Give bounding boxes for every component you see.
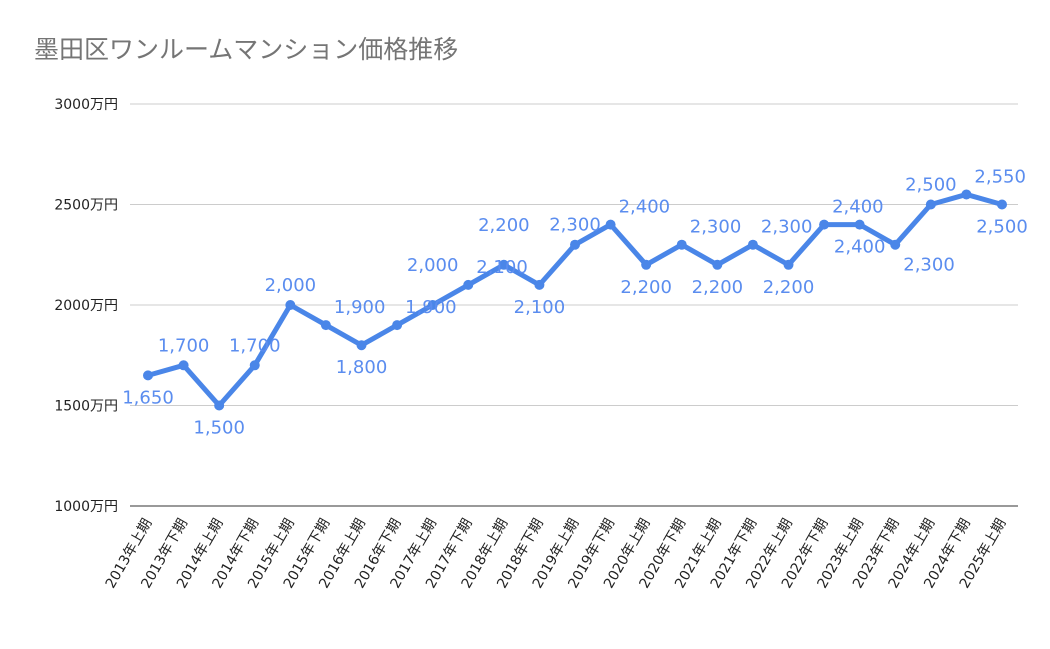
data-point bbox=[463, 279, 474, 290]
data-label: 1,700 bbox=[158, 335, 210, 356]
data-label: 2,100 bbox=[514, 297, 566, 318]
data-label: 2,300 bbox=[690, 217, 742, 238]
data-label: 2,500 bbox=[976, 217, 1028, 238]
data-label: 1,650 bbox=[122, 387, 174, 408]
data-label: 2,100 bbox=[476, 257, 528, 278]
data-point bbox=[320, 320, 331, 331]
data-label: 1,800 bbox=[336, 357, 388, 378]
data-label: 2,200 bbox=[478, 215, 530, 236]
data-point bbox=[356, 340, 367, 351]
data-label: 2,200 bbox=[692, 277, 744, 298]
data-point bbox=[285, 300, 296, 310]
y-tick-label: 3000万円 bbox=[54, 97, 118, 113]
y-tick-label: 2000万円 bbox=[54, 298, 118, 314]
data-point bbox=[392, 320, 403, 331]
data-label: 1,900 bbox=[405, 297, 457, 318]
data-point bbox=[249, 360, 260, 371]
data-point bbox=[819, 219, 830, 230]
data-point bbox=[605, 219, 616, 230]
data-point bbox=[712, 259, 723, 270]
data-point bbox=[854, 219, 865, 230]
data-point bbox=[214, 400, 225, 411]
data-point bbox=[676, 239, 687, 250]
data-point bbox=[178, 360, 189, 371]
data-label: 2,400 bbox=[832, 197, 884, 218]
data-label: 1,900 bbox=[334, 297, 386, 318]
data-point bbox=[570, 239, 580, 250]
data-label: 1,500 bbox=[193, 418, 245, 439]
y-tick-label: 2500万円 bbox=[54, 198, 118, 214]
data-label: 1,700 bbox=[229, 335, 281, 356]
data-point bbox=[997, 199, 1007, 210]
data-label: 2,200 bbox=[763, 277, 815, 298]
data-point bbox=[641, 259, 652, 270]
data-point bbox=[783, 259, 794, 270]
data-label: 2,000 bbox=[265, 275, 317, 296]
data-point bbox=[498, 259, 509, 270]
y-tick-label: 1500万円 bbox=[54, 399, 118, 415]
data-label: 2,300 bbox=[549, 215, 601, 236]
chart-title: 墨田区ワンルームマンション価格推移 bbox=[34, 35, 459, 64]
y-tick-label: 1000万円 bbox=[54, 499, 118, 515]
data-label: 2,400 bbox=[619, 197, 671, 218]
data-label: 2,400 bbox=[834, 237, 886, 258]
data-point bbox=[961, 189, 972, 200]
data-label: 2,300 bbox=[761, 217, 813, 238]
data-label: 2,500 bbox=[905, 175, 957, 196]
data-point bbox=[143, 370, 153, 381]
data-point bbox=[747, 239, 758, 250]
data-label: 2,000 bbox=[407, 255, 459, 276]
data-label: 2,550 bbox=[974, 166, 1026, 187]
data-label: 2,300 bbox=[903, 255, 955, 276]
data-point bbox=[925, 199, 936, 210]
data-point bbox=[427, 300, 438, 310]
data-point bbox=[534, 279, 545, 290]
data-point bbox=[890, 239, 901, 250]
data-label: 2,200 bbox=[620, 277, 672, 298]
